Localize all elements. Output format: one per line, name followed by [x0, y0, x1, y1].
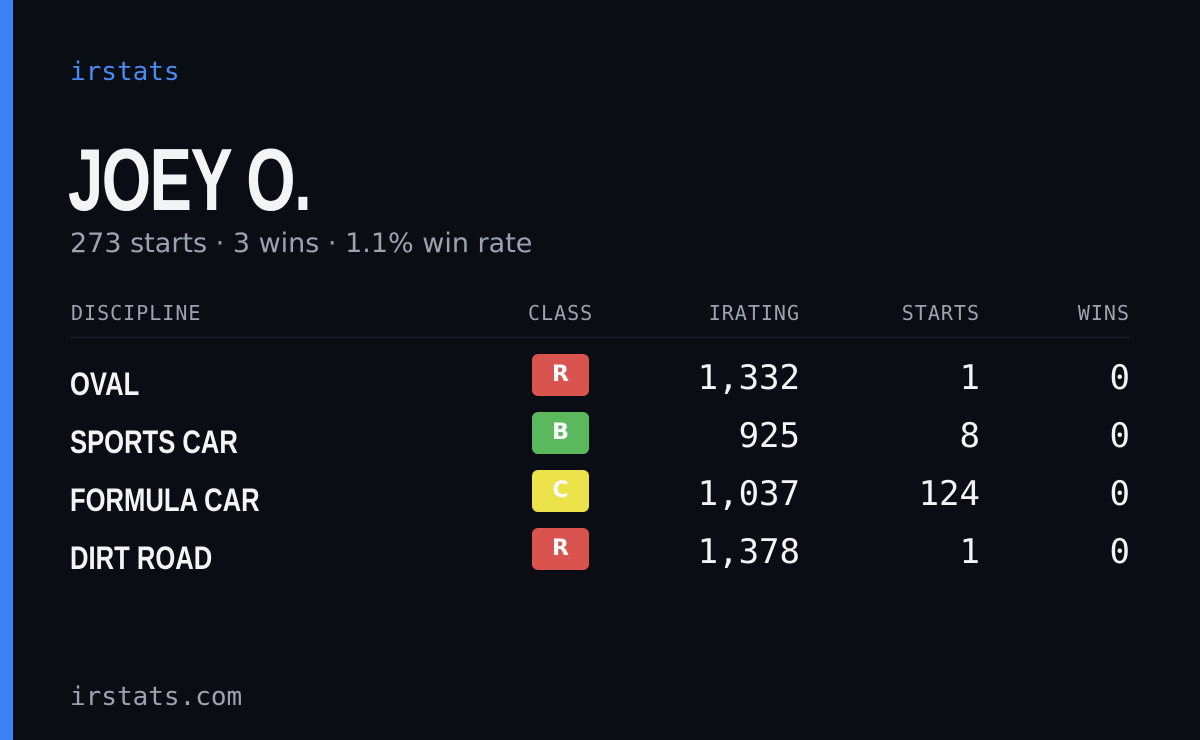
irating: 1,037: [697, 474, 800, 514]
class-badge: R: [532, 354, 589, 396]
brand: irstats: [70, 57, 180, 87]
class-badge: C: [532, 470, 589, 512]
column-header: IRATING: [708, 301, 800, 325]
wins: 0: [1109, 358, 1130, 398]
irating: 1,378: [697, 532, 800, 572]
starts: 1: [959, 532, 980, 572]
column-header: WINS: [1077, 301, 1130, 325]
class-badge: R: [532, 528, 589, 570]
accent-bar: [0, 0, 13, 740]
irating: 1,332: [697, 358, 800, 398]
starts: 8: [959, 416, 980, 456]
starts: 124: [918, 474, 980, 514]
wins: 0: [1109, 532, 1130, 572]
wins: 0: [1109, 474, 1130, 514]
discipline: OVAL: [70, 366, 140, 402]
column-header: STARTS: [901, 301, 980, 325]
irating: 925: [738, 416, 800, 456]
header-rule: [70, 337, 1130, 338]
discipline: SPORTS CAR: [70, 424, 238, 460]
starts: 1: [959, 358, 980, 398]
player-name: JOEY O.: [68, 130, 312, 229]
column-header: CLASS: [528, 301, 594, 325]
wins: 0: [1109, 416, 1130, 456]
discipline: DIRT ROAD: [70, 540, 213, 576]
discipline: FORMULA CAR: [70, 482, 260, 518]
class-badge: B: [532, 412, 589, 454]
footer: irstats.com: [70, 682, 243, 712]
column-header: DISCIPLINE: [71, 301, 202, 325]
summary: 273 starts · 3 wins · 1.1% win rate: [70, 228, 533, 259]
